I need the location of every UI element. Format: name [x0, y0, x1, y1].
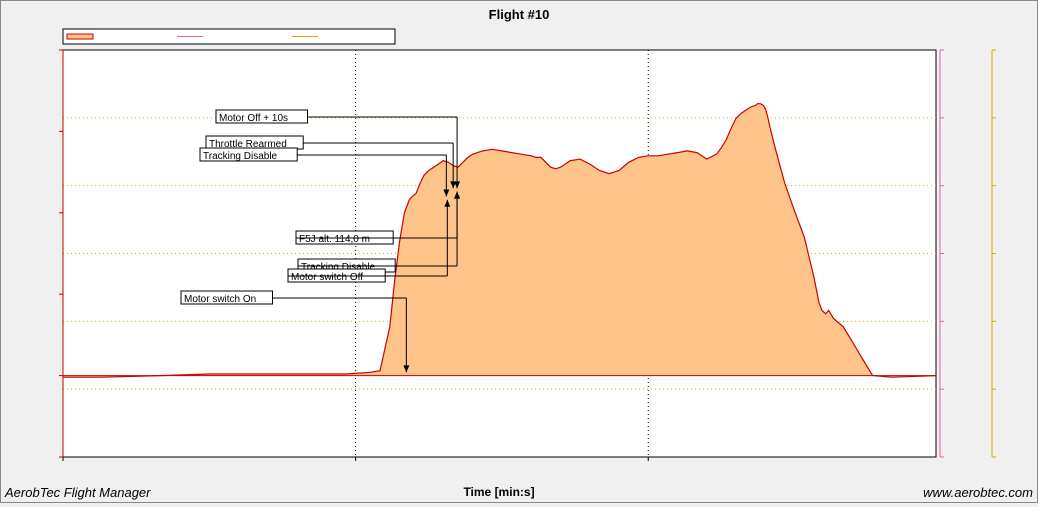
- footer-app-name: AerobTec Flight Manager: [5, 485, 151, 500]
- altitude-line: [63, 103, 937, 378]
- annotation-label: Throttle Rearmed: [209, 139, 287, 150]
- annotation-arrow: [454, 191, 461, 199]
- chart-axes: [59, 49, 996, 461]
- annotation-label: Motor switch On: [184, 294, 256, 305]
- annotation-arrow: [450, 181, 457, 189]
- annotation-label: Motor switch Off: [291, 272, 363, 283]
- footer-website: www.aerobtec.com: [923, 485, 1033, 500]
- annotation-label: Tracking Disable: [203, 151, 278, 162]
- altitude-area: [63, 103, 936, 378]
- annotation-arrow: [443, 189, 450, 197]
- annotation-arrow: [454, 181, 461, 189]
- legend-box: [62, 28, 396, 45]
- annotation-label: F5J alt. 114,0 m: [299, 234, 370, 245]
- chart-legend: [62, 28, 396, 45]
- chart-title: Flight #10: [489, 7, 550, 22]
- event-annotations: Motor switch On Motor Off + 10s Throttle R…: [180, 109, 461, 373]
- legend-swatch-altitude: [66, 33, 94, 40]
- annotation-label: Motor Off + 10s: [219, 113, 288, 124]
- annotation-arrow: [403, 365, 410, 373]
- annotation-arrow: [444, 199, 451, 207]
- x-axis-label: Time [min:s]: [463, 485, 534, 499]
- annotation-label: Tracking Disable: [301, 262, 376, 273]
